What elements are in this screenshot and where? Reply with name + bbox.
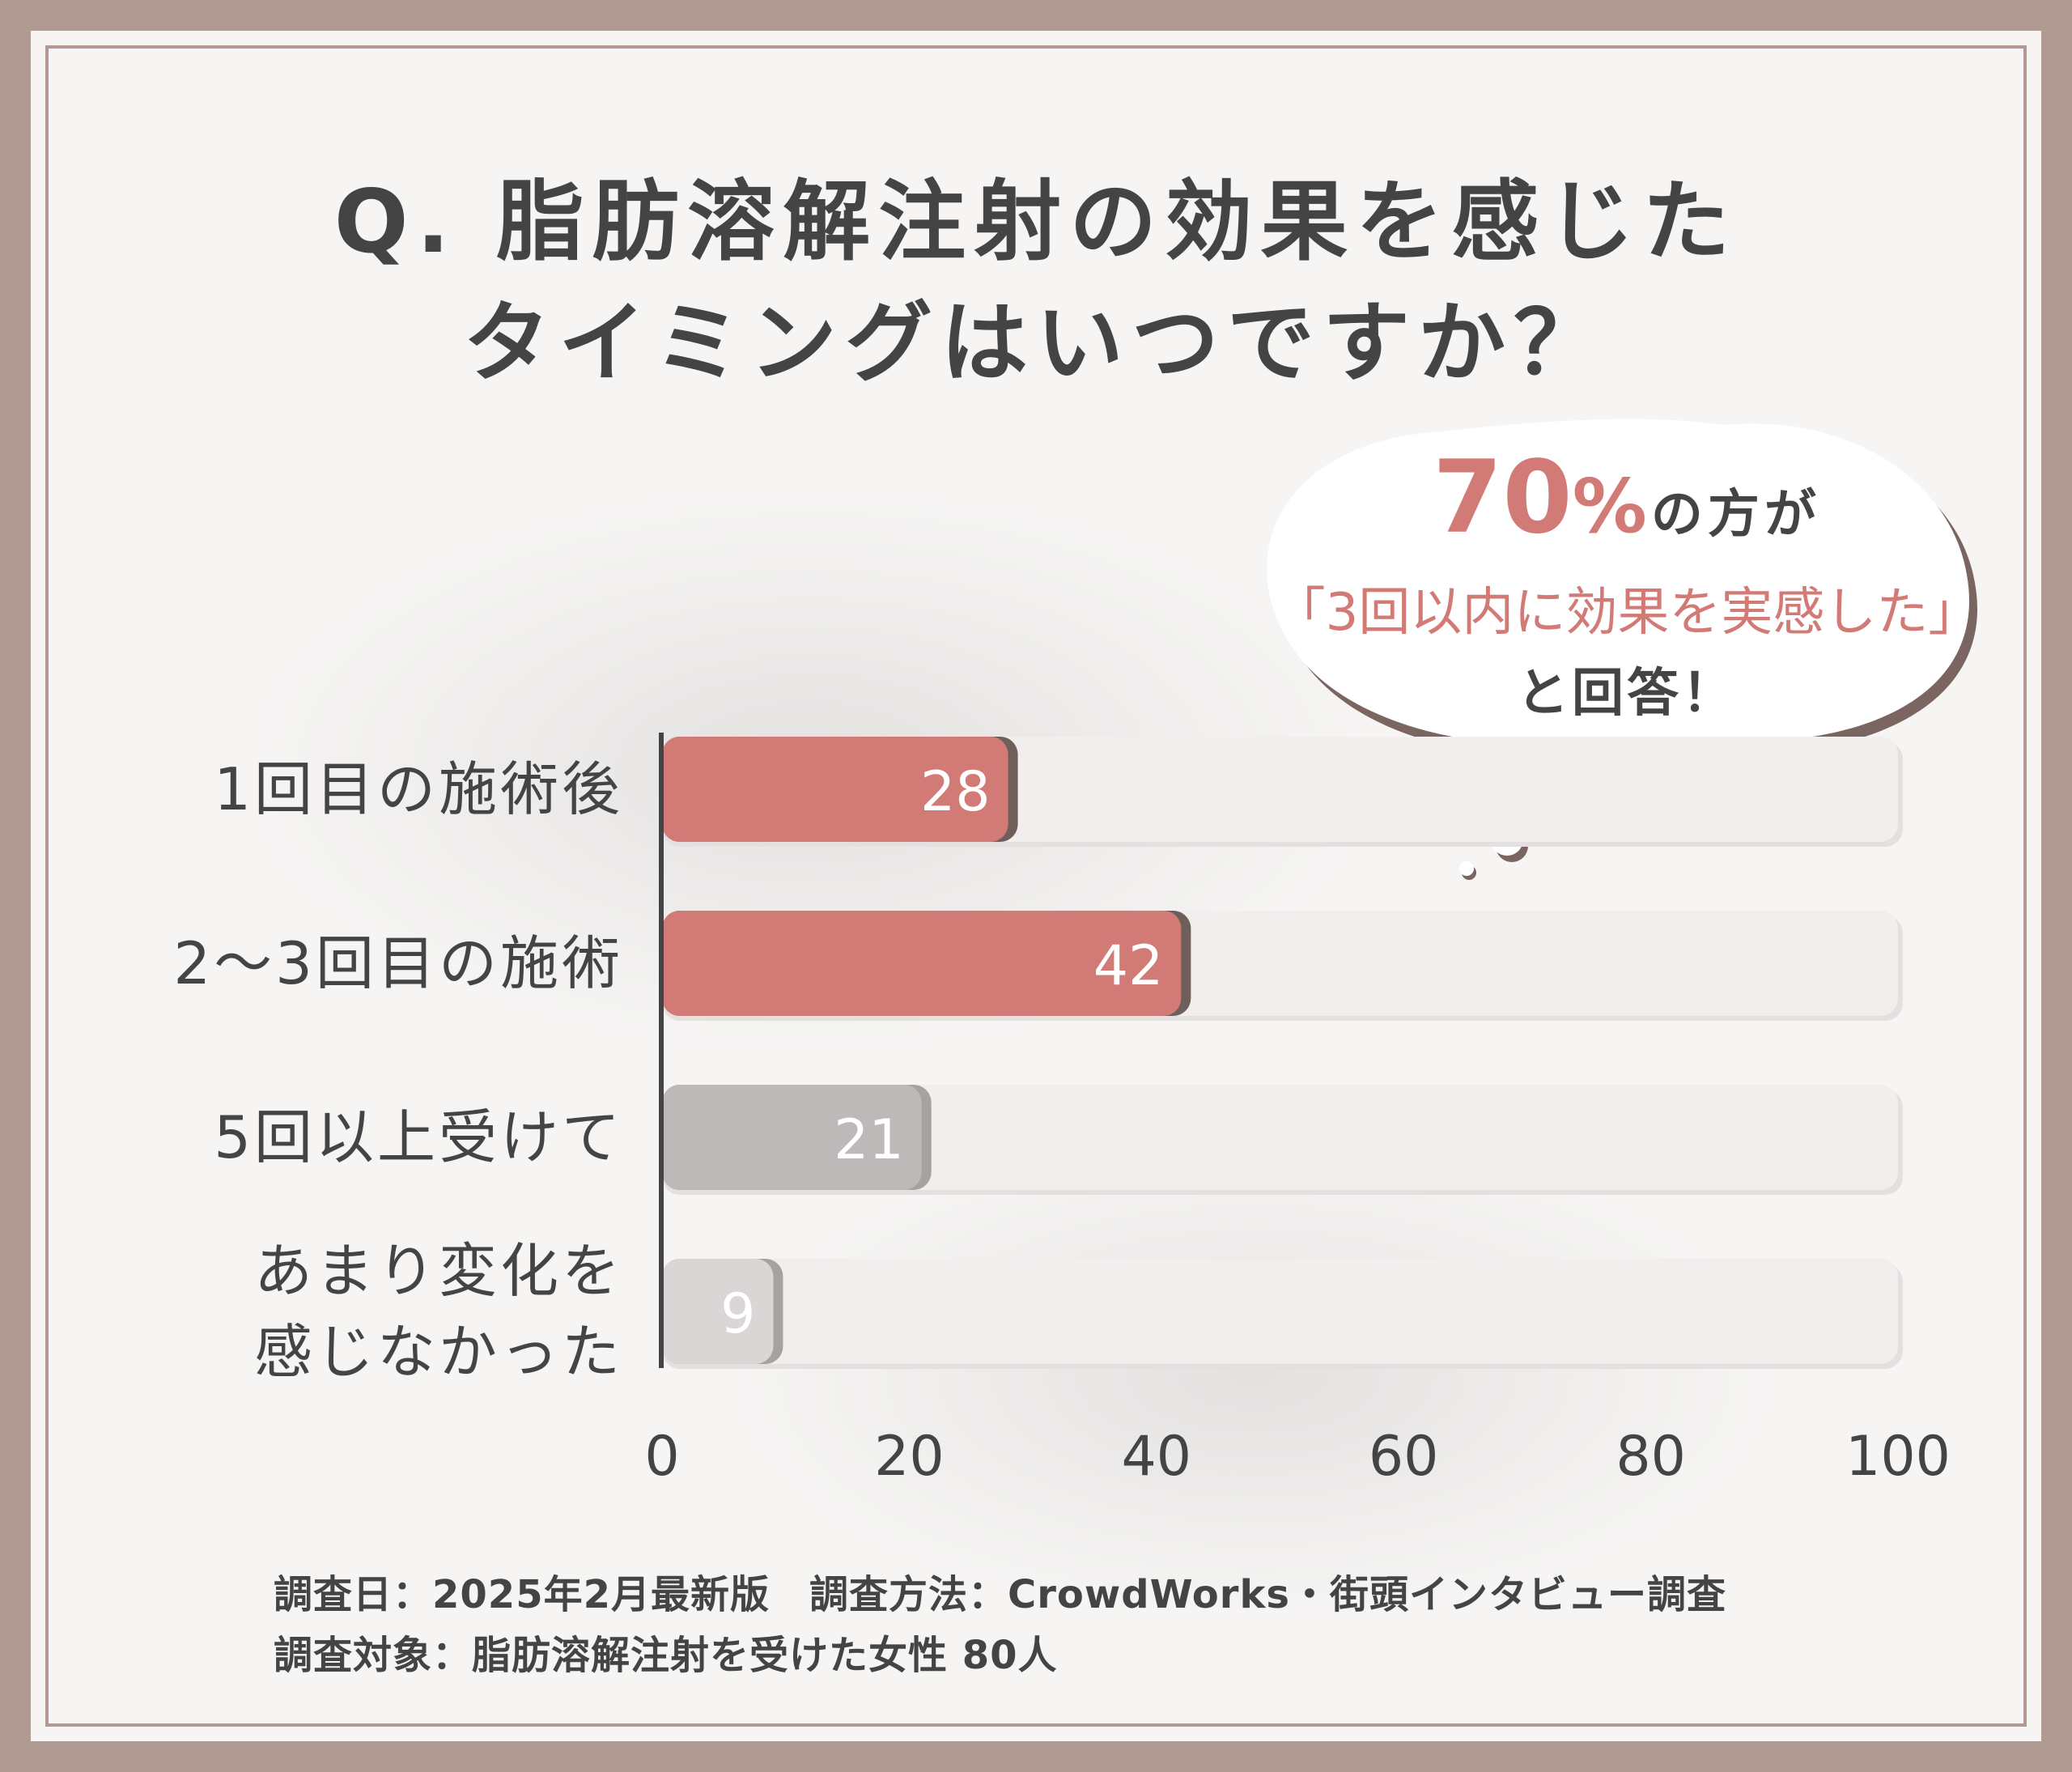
bar (662, 911, 1182, 1016)
bar-value-label: 28 (920, 760, 991, 824)
category-label: 2～3回目の施術 (173, 923, 623, 1004)
chart-title-line2: タイミングはいつですか？ (462, 293, 1609, 394)
category-label: 1回目の施術後 (214, 749, 623, 830)
x-tick-label: 100 (1845, 1425, 1951, 1489)
footnote-line1: 調査日：2025年2月最新版 調査方法：CrowdWorks・街頭インタビュー調… (274, 1572, 1726, 1617)
speech-bubble-body (1267, 419, 1970, 793)
callout-suffix: の方が (1650, 485, 1821, 545)
category-label-line: 5回以上受けて (214, 1103, 623, 1171)
bar-track (662, 1259, 1898, 1364)
bar-value-label: 21 (834, 1108, 904, 1172)
x-tick-label: 80 (1616, 1425, 1686, 1489)
chart-title-line1: Q. 脂肪溶解注射の効果を感じた (333, 172, 1739, 273)
bar (662, 1085, 922, 1190)
bar-track (662, 1085, 1898, 1190)
x-tick-label: 0 (644, 1425, 680, 1489)
category-label-line: あまり変化を (253, 1237, 623, 1305)
background-shadow (728, 1133, 1781, 1619)
bar (662, 1259, 774, 1364)
bar (662, 737, 1008, 842)
bar-value-label: 9 (720, 1282, 755, 1346)
category-label: 5回以上受けて (214, 1097, 623, 1178)
callout-headline: 70% の方が (1263, 437, 1991, 589)
thought-dot-small (1459, 861, 1474, 876)
category-label-line: 2～3回目の施術 (173, 929, 623, 997)
category-label: あまり変化を 感じなかった (254, 1230, 623, 1392)
bar-value-label: 42 (1093, 934, 1164, 998)
x-tick-label: 60 (1368, 1425, 1439, 1489)
y-axis-line (659, 733, 664, 1368)
footnote-line2: 調査対象：脂肪溶解注射を受けた女性 80人 (274, 1633, 1058, 1678)
chart-card (31, 31, 2041, 1741)
callout-answer: と回答！ (1517, 664, 1737, 724)
callout-percent: 70 (1433, 440, 1573, 556)
x-tick-label: 20 (874, 1425, 945, 1489)
callout-percent-sign: % (1572, 463, 1647, 550)
x-tick-label: 40 (1121, 1425, 1192, 1489)
category-label-line: 1回目の施術後 (214, 755, 623, 823)
callout-quote: 「3回以内に効果を実感した」 (1273, 583, 1981, 643)
category-label-line: 感じなかった (253, 1318, 623, 1386)
inner-border (45, 45, 2027, 1727)
